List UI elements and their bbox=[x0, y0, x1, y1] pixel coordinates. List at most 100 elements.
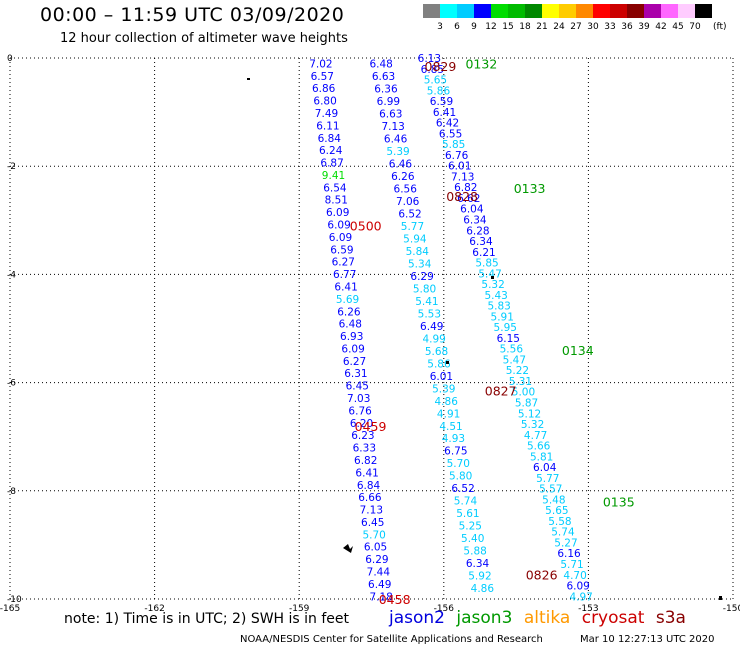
map-markers bbox=[247, 78, 722, 600]
wave-height-value: 6.41 bbox=[433, 107, 456, 119]
y-tick-label: 0 bbox=[7, 54, 13, 64]
legend-tick-label: 12 bbox=[485, 22, 497, 32]
x-tick-label: -156 bbox=[434, 604, 455, 614]
wave-height-value: 6.85 bbox=[421, 64, 444, 76]
legend-tick-label: 18 bbox=[519, 22, 531, 32]
pass-time-label: 0500 bbox=[350, 219, 382, 234]
pass-time-label: 0459 bbox=[355, 419, 387, 434]
wave-height-value: 6.75 bbox=[444, 446, 467, 458]
wave-height-value: 6.09 bbox=[566, 581, 589, 593]
wave-height-value: 5.70 bbox=[362, 529, 385, 541]
x-tick-label: -150 bbox=[723, 604, 740, 614]
wave-height-value: 5.81 bbox=[530, 451, 553, 463]
axis-labels: -165 -162 -159 -156 -153 -150 0 -2 -4 -6 -8 -10 bbox=[0, 54, 740, 614]
wave-height-value: 6.56 bbox=[394, 183, 418, 195]
map-grid bbox=[9, 57, 734, 600]
wave-height-value: 5.80 bbox=[449, 471, 472, 483]
wave-height-value: 4.51 bbox=[439, 421, 462, 433]
legend-altika: altika bbox=[523, 608, 571, 628]
wave-height-value: 6.23 bbox=[351, 430, 374, 442]
legend-swatch bbox=[661, 4, 678, 18]
wave-height-value: 6.15 bbox=[497, 333, 520, 345]
wave-height-value: 4.99 bbox=[422, 333, 445, 345]
wave-height-value: 5.74 bbox=[551, 527, 575, 539]
y-tick-label: -8 bbox=[7, 487, 16, 497]
y-tick-label: -10 bbox=[7, 595, 22, 605]
wave-height-value: 4.97 bbox=[569, 591, 592, 603]
wave-height-value: 6.55 bbox=[439, 128, 462, 140]
wave-height-value: 6.27 bbox=[343, 356, 366, 368]
wave-height-value: 6.77 bbox=[333, 269, 356, 281]
wave-height-value: 7.06 bbox=[396, 196, 420, 208]
wave-height-value: 5.48 bbox=[542, 494, 565, 506]
legend-swatch bbox=[525, 4, 542, 18]
pass-time-label: 0133 bbox=[514, 181, 546, 196]
wave-height-value: 6.09 bbox=[326, 207, 349, 219]
legend-tick-label: 9 bbox=[471, 22, 477, 32]
legend-tick-label: 33 bbox=[604, 22, 616, 32]
wave-height-value: 5.86 bbox=[427, 85, 451, 97]
wave-height-value: 6.48 bbox=[369, 58, 392, 70]
wave-height-value: 6.45 bbox=[346, 381, 369, 393]
wave-height-value: 6.31 bbox=[344, 368, 367, 380]
legend-tick-label: 30 bbox=[587, 22, 599, 32]
wave-height-value: 6.62 bbox=[457, 193, 480, 205]
wave-height-value: 7.18 bbox=[369, 591, 392, 603]
wave-height-value: 5.47 bbox=[478, 268, 501, 280]
wave-height-value: 6.41 bbox=[355, 467, 378, 479]
track-cryosat: 7.026.576.866.807.496.116.846.246.879.41… bbox=[309, 58, 393, 603]
wave-height-value: 5.39 bbox=[386, 146, 409, 158]
legend-swatch bbox=[474, 4, 491, 18]
wave-height-value: 7.02 bbox=[309, 58, 332, 70]
wave-height-value: 5.91 bbox=[491, 311, 514, 323]
page-subtitle: 12 hour collection of altimeter wave hei… bbox=[60, 31, 348, 46]
wave-height-value: 5.71 bbox=[560, 559, 583, 571]
legend-jason2: jason2 bbox=[389, 608, 445, 628]
wave-height-value: 6.36 bbox=[374, 83, 398, 95]
wave-height-value: 6.45 bbox=[361, 517, 384, 529]
page-title: 00:00 – 11:59 UTC 03/09/2020 bbox=[40, 4, 345, 26]
legend-unit-label: (ft) bbox=[713, 22, 727, 32]
wave-height-value: 5.77 bbox=[401, 221, 424, 233]
wave-height-value: 5.65 bbox=[545, 505, 568, 517]
island-marker-icon bbox=[343, 544, 353, 553]
legend-swatch bbox=[644, 4, 661, 18]
wave-height-value: 5.31 bbox=[509, 376, 532, 388]
wave-height-value: 6.49 bbox=[420, 321, 443, 333]
wave-height-value: 6.99 bbox=[377, 96, 400, 108]
map-dot-marker bbox=[247, 78, 250, 80]
x-tick-label: -165 bbox=[0, 604, 20, 614]
x-tick-label: -162 bbox=[144, 604, 164, 614]
wave-height-value: 5.22 bbox=[506, 365, 529, 377]
legend-tick-label: 27 bbox=[570, 22, 582, 32]
satellite-tracks: 7.026.576.866.807.496.116.846.246.879.41… bbox=[309, 53, 593, 603]
wave-height-value: 6.24 bbox=[319, 145, 343, 157]
wave-height-value: 5.92 bbox=[468, 571, 491, 583]
legend-color-bar bbox=[423, 4, 712, 18]
wave-height-value: 6.63 bbox=[372, 71, 395, 83]
wave-height-value: 5.12 bbox=[518, 408, 541, 420]
wave-height-value: 5.88 bbox=[463, 546, 486, 558]
map-dot-marker bbox=[719, 596, 722, 600]
legend-tick-label: 45 bbox=[672, 22, 684, 32]
pass-time-label: 0829 bbox=[425, 59, 457, 74]
pass-time-label: 0828 bbox=[446, 189, 478, 204]
credit-timestamp: Mar 10 12:27:13 UTC 2020 bbox=[580, 634, 715, 645]
wave-height-value: 5.58 bbox=[548, 516, 571, 528]
legend-tick-label: 3 bbox=[437, 22, 443, 32]
credit-text: NOAA/NESDIS Center for Satellite Applica… bbox=[240, 634, 543, 645]
wave-height-value: 5.85 bbox=[475, 258, 498, 270]
wave-height-value: 6.21 bbox=[472, 247, 495, 259]
note-text: note: 1) Time is in UTC; 2) SWH is in fe… bbox=[64, 611, 350, 627]
legend-tick-labels: (ft) 3 6 9 12 15 18 21 24 27 30 33 36 39 42 45 70 bbox=[423, 22, 740, 36]
wave-height-value: 6.16 bbox=[557, 548, 581, 560]
wave-height-value: 6.33 bbox=[353, 443, 376, 455]
wave-height-value: 6.87 bbox=[320, 158, 343, 170]
wave-height-value: 7.13 bbox=[360, 505, 383, 517]
wave-height-value: 5.56 bbox=[500, 344, 524, 356]
wave-height-value: 6.76 bbox=[348, 405, 372, 417]
wave-height-value: 5.77 bbox=[536, 473, 559, 485]
legend-cryosat: cryosat bbox=[581, 608, 645, 628]
legend-tick-label: 39 bbox=[638, 22, 650, 32]
